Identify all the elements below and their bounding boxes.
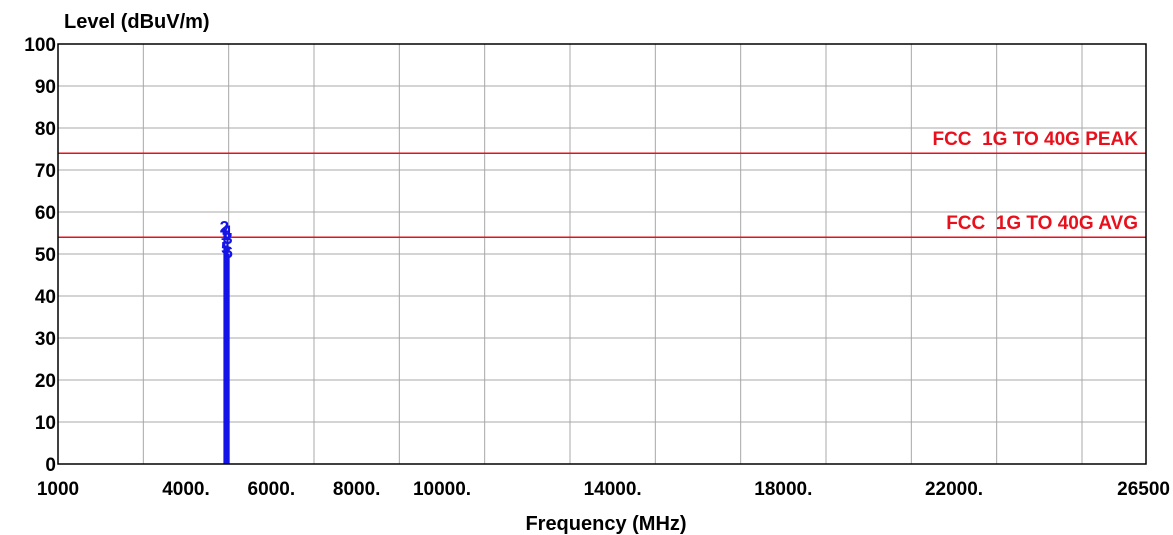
y-tick-label: 0	[45, 455, 56, 476]
plot-frame	[57, 43, 1147, 465]
y-tick-label: 100	[24, 35, 56, 56]
x-tick-label: 4000.	[162, 479, 210, 500]
y-tick-label: 60	[35, 203, 56, 224]
marker-label: 2	[220, 218, 229, 237]
x-tick-label: 18000.	[754, 479, 812, 500]
marker-label: 4	[222, 222, 232, 241]
marker-label: 1	[221, 225, 230, 244]
x-tick-label: 22000.	[925, 479, 983, 500]
y-tick-label: 30	[35, 329, 56, 350]
y-tick-label: 10	[35, 413, 56, 434]
x-tick-label: 1000	[37, 479, 79, 500]
y-tick-labels: 0 10 20 30 40 50 60 70 80 90 100	[24, 35, 56, 476]
x-tick-label: 14000.	[584, 479, 642, 500]
limit-line-label: FCC 1G TO 40G AVG	[946, 213, 1138, 234]
marker-label: 5	[221, 239, 230, 258]
marker-label: 6	[224, 243, 233, 262]
y-tick-label: 40	[35, 287, 56, 308]
x-tick-label: 26500	[1117, 479, 1170, 500]
y-tick-label: 90	[35, 77, 56, 98]
x-axis-title: Frequency (MHz)	[525, 513, 686, 535]
x-tick-labels: 1000 4000. 6000. 8000. 10000. 14000. 18000. 220…	[37, 479, 1170, 500]
limit-line-label: FCC 1G TO 40G PEAK	[932, 129, 1138, 150]
trace	[223, 233, 230, 464]
y-tick-label: 50	[35, 245, 56, 266]
y-axis-title: Level (dBuV/m)	[64, 11, 210, 33]
y-tick-label: 20	[35, 371, 56, 392]
marker-label: 3	[223, 229, 232, 248]
x-tick-label: 6000.	[248, 479, 296, 500]
x-tick-label: 8000.	[333, 479, 381, 500]
y-tick-label: 80	[35, 119, 56, 140]
y-tick-label: 70	[35, 161, 56, 182]
x-tick-label: 10000.	[413, 479, 471, 500]
limit-lines: FCC 1G TO 40G PEAK FCC 1G TO 40G AVG	[58, 129, 1146, 238]
